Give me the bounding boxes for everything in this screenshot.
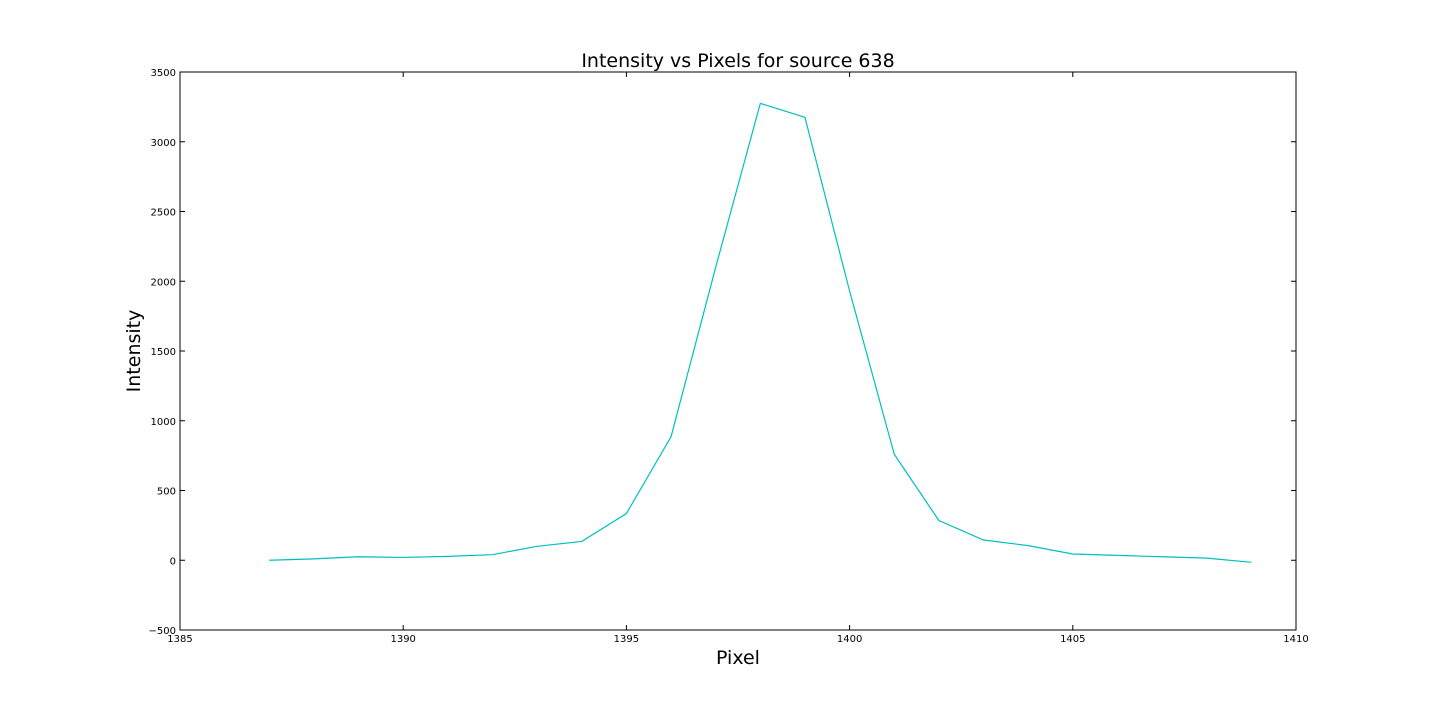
x-tick-label: 1400: [837, 634, 862, 645]
y-tick-label: 1500: [151, 347, 176, 358]
x-tick-label: 1395: [614, 634, 639, 645]
y-tick-label: 3000: [151, 138, 176, 149]
x-tick-label: 1410: [1283, 634, 1308, 645]
x-tick-label: 1390: [390, 634, 415, 645]
y-axis-label: Intensity: [123, 310, 145, 393]
x-tick-label: 1405: [1060, 634, 1085, 645]
x-tick-label: 1385: [167, 634, 192, 645]
x-axis-label: Pixel: [716, 647, 760, 669]
y-tick-label: 500: [157, 487, 176, 498]
y-tick-label: 3500: [151, 68, 176, 79]
y-tick-label: 2000: [151, 277, 176, 288]
y-tick-label: 2500: [151, 208, 176, 219]
series-line: [269, 102, 1252, 563]
plot-area: [269, 102, 1252, 563]
y-ticks: −500 0 500 1000 1500 2000 2500 3000 3500: [149, 68, 1296, 637]
chart-title: Intensity vs Pixels for source 638: [581, 50, 894, 72]
y-tick-label: −500: [149, 626, 176, 637]
y-tick-label: 0: [170, 556, 176, 567]
y-tick-label: 1000: [151, 417, 176, 428]
x-ticks: 1385 1390 1395 1400 1405 1410: [167, 72, 1309, 645]
plot-frame: [179, 71, 1297, 631]
